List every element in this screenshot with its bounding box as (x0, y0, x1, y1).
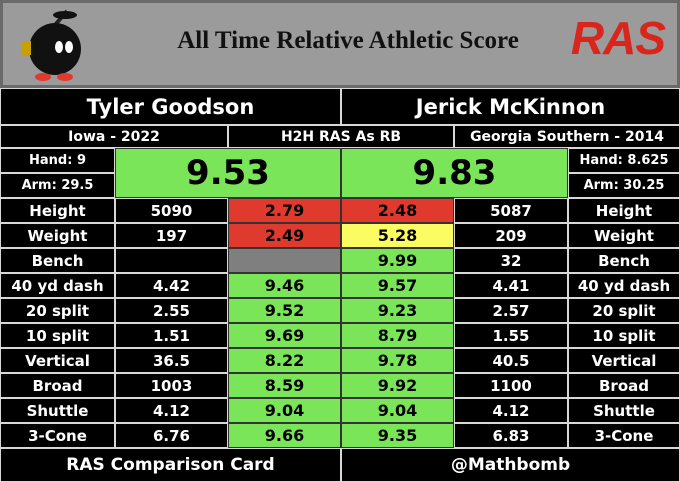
metric-label: 40 yd dash (568, 273, 680, 298)
metric-score: 9.35 (341, 423, 454, 448)
measurement: 5090 (115, 198, 228, 223)
measurement: 2.55 (115, 298, 228, 323)
ras-score: 9.53 (115, 148, 341, 198)
hand-size: Hand: 8.625 (568, 148, 680, 173)
ras-score: 9.83 (341, 148, 568, 198)
measurement (115, 248, 228, 273)
metric-label: 20 split (568, 298, 680, 323)
player-name: Tyler Goodson (0, 88, 341, 125)
measurement: 1003 (115, 373, 228, 398)
metric-score: 8.22 (228, 348, 341, 373)
metric-score: 9.04 (341, 398, 454, 423)
metric-label: Bench (0, 248, 115, 273)
metric-label: 3-Cone (0, 423, 115, 448)
measurement: 40.5 (454, 348, 568, 373)
metric-label: Broad (0, 373, 115, 398)
measurement: 6.83 (454, 423, 568, 448)
metric-score: 9.46 (228, 273, 341, 298)
metric-score: 9.92 (341, 373, 454, 398)
metric-score: 9.66 (228, 423, 341, 448)
metric-score: 9.04 (228, 398, 341, 423)
hand-size: Hand: 9 (0, 148, 115, 173)
metric-score: 2.48 (341, 198, 454, 223)
metric-label: Shuttle (0, 398, 115, 423)
metric-label: Bench (568, 248, 680, 273)
measurement: 1.51 (115, 323, 228, 348)
metric-score: 5.28 (341, 223, 454, 248)
player-school: Iowa - 2022 (0, 125, 228, 148)
measurement: 197 (115, 223, 228, 248)
metric-score: 8.79 (341, 323, 454, 348)
metric-score: 9.69 (228, 323, 341, 348)
player-school: Georgia Southern - 2014 (454, 125, 680, 148)
metric-score (228, 248, 341, 273)
measurement: 4.12 (454, 398, 568, 423)
measurement: 32 (454, 248, 568, 273)
measurement: 2.57 (454, 298, 568, 323)
bomb-logo (21, 9, 81, 81)
measurement: 36.5 (115, 348, 228, 373)
metric-score: 9.78 (341, 348, 454, 373)
arm-length: Arm: 30.25 (568, 173, 680, 198)
header: All Time Relative Athletic Score RAS (0, 0, 680, 88)
metric-label: Weight (568, 223, 680, 248)
arm-length: Arm: 29.5 (0, 173, 115, 198)
measurement: 4.42 (115, 273, 228, 298)
metric-label: 40 yd dash (0, 273, 115, 298)
player-name: Jerick McKinnon (341, 88, 680, 125)
measurement: 209 (454, 223, 568, 248)
footer-text: RAS Comparison Card (0, 448, 341, 482)
metric-score: 2.49 (228, 223, 341, 248)
metric-label: Height (0, 198, 115, 223)
metric-label: 20 split (0, 298, 115, 323)
metric-label: Broad (568, 373, 680, 398)
measurement: 1100 (454, 373, 568, 398)
metric-score: 2.79 (228, 198, 341, 223)
metric-label: Weight (0, 223, 115, 248)
metric-score: 8.59 (228, 373, 341, 398)
metric-label: Vertical (0, 348, 115, 373)
metric-score: 9.99 (341, 248, 454, 273)
measurement: 6.76 (115, 423, 228, 448)
measurement: 4.12 (115, 398, 228, 423)
metric-label: Height (568, 198, 680, 223)
comparison-label: H2H RAS As RB (228, 125, 454, 148)
metric-label: 10 split (0, 323, 115, 348)
title: All Time Relative Athletic Score (177, 27, 519, 54)
ras-logo: RAS (570, 12, 666, 64)
metric-score: 9.52 (228, 298, 341, 323)
measurement: 1.55 (454, 323, 568, 348)
metric-label: 3-Cone (568, 423, 680, 448)
metric-label: 10 split (568, 323, 680, 348)
measurement: 4.41 (454, 273, 568, 298)
metric-score: 9.23 (341, 298, 454, 323)
measurement: 5087 (454, 198, 568, 223)
metric-score: 9.57 (341, 273, 454, 298)
metric-label: Shuttle (568, 398, 680, 423)
metric-label: Vertical (568, 348, 680, 373)
footer-text: @Mathbomb (341, 448, 680, 482)
